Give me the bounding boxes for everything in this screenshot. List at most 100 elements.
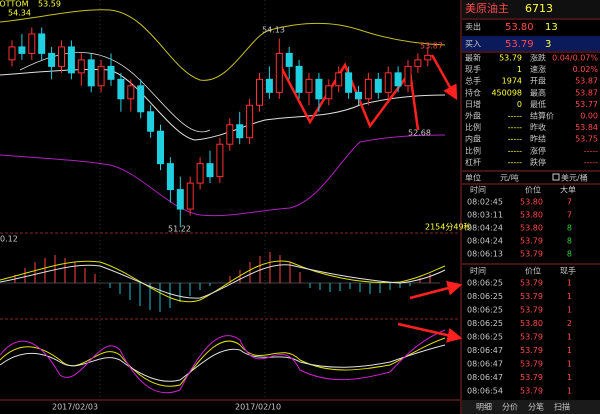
stat-value: ----- bbox=[508, 123, 523, 132]
candle-body bbox=[246, 104, 254, 139]
trade-time: 08:06:13 bbox=[467, 250, 503, 259]
candle-body bbox=[315, 78, 323, 100]
price-label: 52.68 bbox=[408, 129, 431, 138]
stat-value: 53.84 bbox=[575, 123, 598, 132]
trade-volume: 1 bbox=[567, 373, 572, 382]
candle-body bbox=[48, 52, 56, 67]
trade-price: 53.79 bbox=[520, 306, 543, 315]
trade-volume: 1 bbox=[567, 292, 572, 301]
candle-body bbox=[18, 46, 26, 54]
stat-label: 外盘 bbox=[465, 111, 481, 121]
candle-body bbox=[107, 65, 115, 80]
trade-time: 08:02:45 bbox=[467, 198, 503, 207]
stat-label: 昨收 bbox=[530, 122, 546, 132]
candle-body bbox=[305, 78, 313, 93]
indicator-name: BOTTOM bbox=[0, 0, 29, 9]
trade-price: 53.79 bbox=[520, 292, 543, 301]
quote-label: 买入 bbox=[465, 40, 481, 49]
price-label: 53.87 bbox=[420, 42, 443, 51]
candle-body bbox=[157, 130, 164, 165]
stat-value: ----- bbox=[508, 146, 523, 155]
indicator-value: 53.59 bbox=[38, 0, 61, 9]
trade-time: 08:04:24 bbox=[467, 224, 503, 233]
candle-body bbox=[67, 46, 75, 74]
trade-volume: 2 bbox=[567, 319, 572, 328]
candle-body bbox=[295, 65, 303, 93]
trade-price: 53.79 bbox=[520, 333, 543, 342]
candle-body bbox=[206, 163, 214, 178]
trade-time: 08:06:25 bbox=[467, 292, 503, 301]
candle-body bbox=[424, 54, 432, 61]
column-header: 时间 bbox=[470, 185, 486, 195]
trade-volume: 7 bbox=[567, 198, 572, 207]
quote-volume: 3 bbox=[545, 39, 551, 50]
candle-body bbox=[345, 72, 353, 93]
candle-body bbox=[186, 182, 194, 210]
candle-body bbox=[275, 52, 283, 93]
stat-label: 现手 bbox=[465, 64, 481, 74]
countdown: 2154分49秒 bbox=[425, 222, 472, 232]
trade-time: 08:06:54 bbox=[467, 387, 503, 396]
trade-price: 53.80 bbox=[520, 198, 543, 207]
stat-label: 持仓 bbox=[465, 87, 481, 97]
trade-volume: 8 bbox=[567, 224, 572, 233]
candle-body bbox=[394, 72, 402, 87]
unit-option: 美元/桶 bbox=[561, 173, 588, 183]
candle-body bbox=[166, 163, 174, 191]
trade-volume: 1 bbox=[567, 306, 572, 315]
candle-body bbox=[127, 85, 135, 100]
tab[interactable]: 扫描 bbox=[554, 402, 570, 412]
trade-volume: 1 bbox=[567, 333, 572, 342]
candle-body bbox=[325, 85, 333, 100]
stat-value: 53.77 bbox=[575, 100, 598, 109]
stat-value: ----- bbox=[508, 112, 523, 121]
trade-price: 53.79 bbox=[520, 373, 543, 382]
quote-volume: 13 bbox=[545, 22, 558, 33]
trade-volume: 8 bbox=[567, 250, 572, 259]
stat-label: 杠杆 bbox=[465, 157, 481, 167]
tab[interactable]: 分价 bbox=[502, 403, 518, 412]
quote-price: 53.80 bbox=[505, 22, 534, 33]
candle-body bbox=[28, 33, 36, 54]
column-header: 价位 bbox=[525, 185, 541, 195]
tab[interactable]: 明细 bbox=[476, 402, 492, 412]
trade-time: 08:06:25 bbox=[467, 319, 503, 328]
column-header: 大单 bbox=[560, 185, 576, 195]
date-label: 2017/02/10 bbox=[235, 403, 281, 412]
trade-volume: 1 bbox=[567, 387, 572, 396]
stat-label: 内盘 bbox=[465, 134, 481, 144]
trade-price: 53.79 bbox=[520, 360, 543, 369]
trade-time: 08:06:47 bbox=[467, 346, 503, 355]
instrument-code: 6713 bbox=[525, 2, 553, 15]
candle-body bbox=[58, 46, 65, 67]
stat-label: 跌停 bbox=[530, 157, 546, 167]
stat-value: 53.87 bbox=[575, 88, 598, 97]
price-label: 51.22 bbox=[168, 225, 191, 234]
candle-body bbox=[8, 46, 16, 61]
stat-label: 开盘 bbox=[530, 76, 546, 86]
stat-label: 比例 bbox=[465, 122, 481, 132]
trade-time: 08:06:47 bbox=[467, 360, 503, 369]
column-header: 现手 bbox=[560, 266, 576, 276]
date-label: 2017/02/03 bbox=[52, 403, 98, 412]
stat-value: 0 bbox=[517, 100, 522, 109]
tab[interactable]: 分笔 bbox=[528, 402, 544, 412]
stat-label: 最新 bbox=[465, 53, 481, 63]
column-header: 时间 bbox=[470, 266, 486, 276]
stat-value: 0.00 bbox=[580, 112, 598, 121]
stat-label: 涨停 bbox=[530, 145, 546, 155]
trade-volume: 1 bbox=[567, 346, 572, 355]
trade-price: 53.80 bbox=[520, 319, 543, 328]
macd-label: 0.12 bbox=[0, 235, 18, 244]
stat-label: 涨跌 bbox=[530, 53, 546, 63]
trade-time: 08:06:25 bbox=[467, 279, 503, 288]
unit-value: 元/吨 bbox=[500, 173, 519, 183]
candle-body bbox=[384, 72, 392, 93]
price-label: 54.13 bbox=[262, 26, 285, 35]
candle-body bbox=[77, 59, 85, 74]
stat-value: 53.87 bbox=[575, 77, 598, 86]
candle-body bbox=[147, 111, 155, 132]
stat-label: 最高 bbox=[530, 87, 546, 97]
trade-price: 53.79 bbox=[520, 279, 543, 288]
